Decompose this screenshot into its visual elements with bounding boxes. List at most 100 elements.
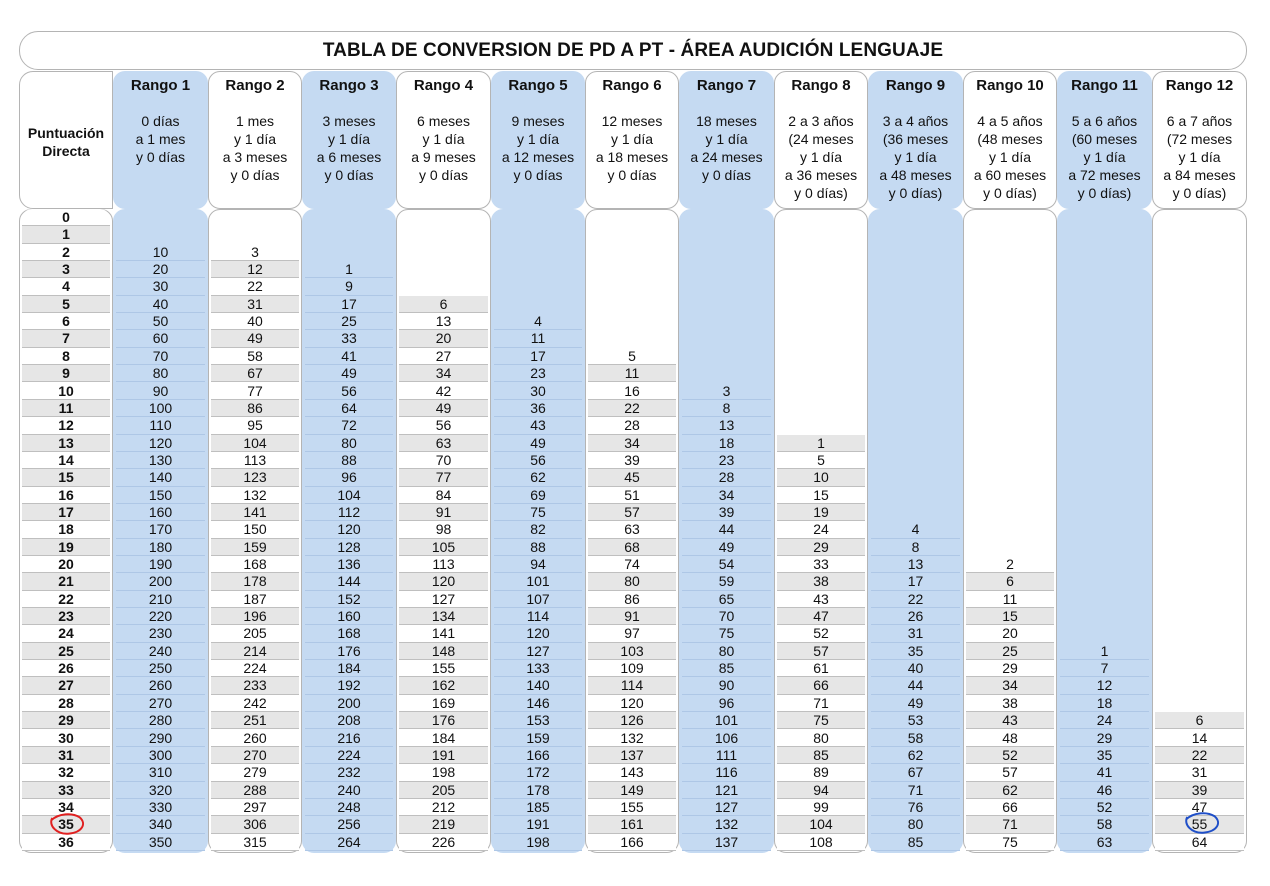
table-cell: 116	[682, 764, 771, 782]
table-cell: 176	[305, 642, 393, 661]
table-cell: 152	[305, 590, 393, 609]
range-age-description-10: 4 a 5 años (48 meses y 1 día a 60 meses …	[973, 113, 1047, 201]
table-cell: 224	[305, 746, 393, 765]
table-cell: 71	[777, 694, 865, 713]
table-cell: 120	[399, 573, 488, 591]
table-cell: 191	[399, 746, 488, 765]
table-cell: 128	[305, 538, 393, 556]
range-header-6: Rango 6	[602, 77, 662, 94]
table-cell: 62	[871, 746, 960, 765]
table-cell: 196	[211, 608, 299, 626]
table-cell: 49	[871, 694, 960, 713]
table-cell: 219	[399, 816, 488, 834]
table-cell: 52	[777, 625, 865, 643]
table-cell: 103	[588, 642, 676, 661]
table-cell: 109	[588, 660, 676, 678]
pd-value: 21	[22, 573, 110, 591]
pd-value: 20	[22, 556, 110, 574]
table-cell: 18	[682, 434, 771, 452]
table-cell: 88	[494, 538, 582, 556]
table-cell: 63	[588, 521, 676, 539]
table-cell: 91	[399, 503, 488, 522]
table-cell: 41	[1060, 764, 1149, 782]
pd-value: 19	[22, 538, 110, 556]
table-cell: 251	[211, 712, 299, 730]
table-cell: 256	[305, 816, 393, 834]
table-cell: 56	[399, 417, 488, 435]
table-cell: 10	[116, 243, 205, 262]
table-cell: 198	[399, 764, 488, 782]
table-cell: 9	[305, 278, 393, 296]
table-cell: 14	[1155, 729, 1244, 747]
table-cell: 84	[399, 486, 488, 504]
range-header-8: Rango 8	[791, 77, 851, 94]
pd-value: 7	[22, 330, 110, 348]
table-cell: 320	[116, 781, 205, 799]
table-cell: 66	[777, 677, 865, 695]
table-cell: 140	[494, 677, 582, 695]
table-cell: 41	[305, 347, 393, 366]
table-cell: 67	[871, 764, 960, 782]
table-cell: 44	[682, 521, 771, 539]
table-cell: 69	[494, 486, 582, 504]
pd-value: 3	[22, 261, 110, 279]
table-cell: 144	[305, 573, 393, 591]
table-cell: 132	[588, 729, 676, 747]
table-cell: 85	[871, 833, 960, 851]
table-cell: 260	[211, 729, 299, 747]
range-header-1: Rango 1	[130, 77, 191, 94]
table-cell: 44	[871, 677, 960, 695]
table-cell: 112	[305, 503, 393, 522]
range-header-4: Rango 4	[413, 77, 474, 94]
table-cell: 30	[494, 382, 582, 400]
table-cell: 13	[399, 313, 488, 331]
table-cell: 169	[399, 694, 488, 713]
pd-value: 11	[22, 399, 110, 418]
pd-value: 33	[22, 781, 110, 799]
table-cell: 106	[682, 729, 771, 747]
table-cell: 61	[777, 660, 865, 678]
table-cell: 49	[682, 538, 771, 556]
table-cell: 137	[588, 746, 676, 765]
table-cell: 33	[305, 330, 393, 348]
table-cell: 20	[399, 330, 488, 348]
table-cell: 43	[494, 417, 582, 435]
table-cell: 66	[966, 798, 1054, 817]
table-cell: 98	[399, 521, 488, 539]
table-cell: 113	[399, 556, 488, 574]
table-cell: 15	[966, 608, 1054, 626]
table-cell: 160	[116, 503, 205, 522]
range-age-description-9: 3 a 4 años (36 meses y 1 día a 48 meses …	[879, 113, 952, 201]
table-cell: 64	[1155, 833, 1244, 851]
table-cell: 43	[966, 712, 1054, 730]
table-cell: 108	[777, 833, 865, 851]
table-cell: 205	[399, 781, 488, 799]
table-cell: 86	[211, 399, 299, 418]
table-cell: 306	[211, 816, 299, 834]
table-cell: 40	[211, 313, 299, 331]
table-cell: 27	[399, 347, 488, 366]
table-cell: 80	[305, 434, 393, 452]
table-cell: 91	[588, 608, 676, 626]
pd-value: 24	[22, 625, 110, 643]
table-cell: 49	[211, 330, 299, 348]
table-cell: 25	[966, 642, 1054, 661]
table-cell: 137	[682, 833, 771, 851]
table-cell: 180	[116, 538, 205, 556]
table-cell: 85	[682, 660, 771, 678]
table-cell: 56	[494, 451, 582, 470]
table-cell: 6	[966, 573, 1054, 591]
table-cell: 192	[305, 677, 393, 695]
table-cell: 67	[211, 365, 299, 383]
column-header-bg	[1057, 71, 1152, 209]
table-cell: 57	[777, 642, 865, 661]
table-cell: 178	[494, 781, 582, 799]
table-cell: 71	[871, 781, 960, 799]
table-cell: 121	[682, 781, 771, 799]
table-cell: 224	[211, 660, 299, 678]
table-cell: 104	[777, 816, 865, 834]
table-title: TABLA DE CONVERSION DE PD A PT - ÁREA AU…	[19, 31, 1247, 70]
pd-value: 36	[22, 833, 110, 851]
table-cell: 31	[871, 625, 960, 643]
table-cell: 123	[211, 469, 299, 487]
